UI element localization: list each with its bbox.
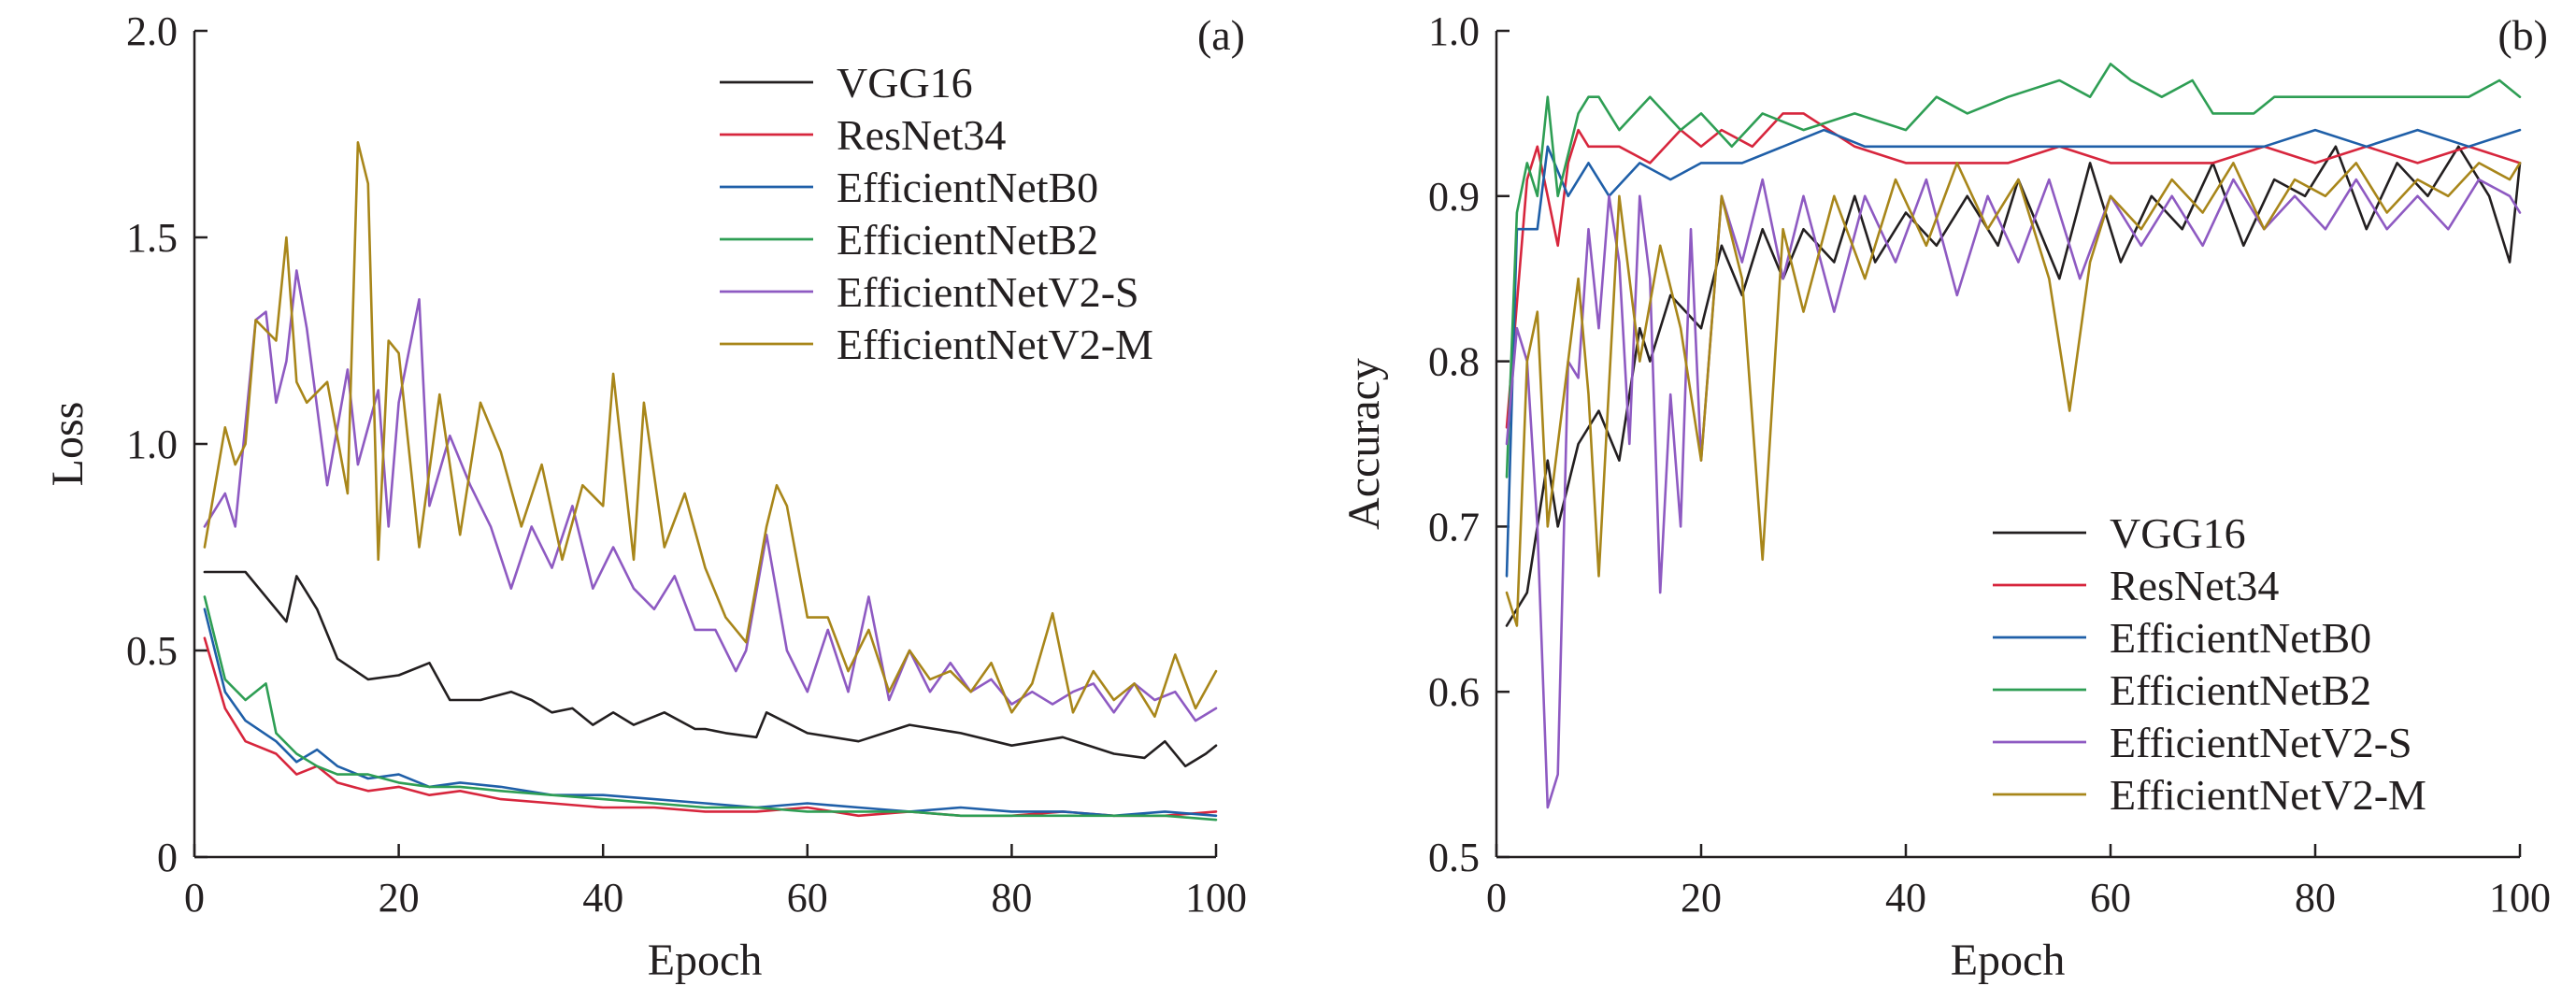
loss-x-tick-label: 20 — [379, 875, 420, 921]
accuracy-y-tick-label: 0.5 — [1428, 835, 1480, 880]
loss-y-tick-label: 1.0 — [126, 422, 178, 467]
loss-x-tick-label: 100 — [1185, 875, 1247, 921]
accuracy-x-tick-label: 100 — [2489, 875, 2551, 921]
accuracy-series-efficientnetv2-s — [1505, 178, 2522, 809]
accuracy-x-ticks: 0 20 40 60 80 100 — [1486, 844, 2551, 921]
loss-legend-label-efficientnetv2-m: EfficientNetV2-M — [837, 321, 1153, 368]
accuracy-y-tick-label: 0.6 — [1428, 669, 1480, 715]
accuracy-legend-label-efficientnetb2: EfficientNetB2 — [2110, 666, 2371, 714]
accuracy-x-tick-label: 60 — [2090, 875, 2131, 921]
accuracy-x-tick-label: 40 — [1885, 875, 1926, 921]
accuracy-series-resnet34 — [1505, 112, 2522, 429]
accuracy-x-tick-label: 20 — [1681, 875, 1722, 921]
loss-y-axis-title: Loss — [43, 402, 93, 487]
loss-y-tick-label: 0.5 — [126, 628, 178, 674]
accuracy-panel-label: (b) — [2497, 11, 2548, 59]
loss-x-axis-title: Epoch — [648, 936, 763, 985]
accuracy-series-efficientnetb0 — [1505, 128, 2522, 578]
loss-legend-label-resnet34: ResNet34 — [837, 111, 1006, 159]
loss-series-efficientnetv2-m — [203, 141, 1218, 719]
loss-panel-label: (a) — [1197, 11, 1245, 59]
accuracy-y-ticks: 0.5 0.6 0.7 0.8 0.9 1.0 — [1428, 8, 1510, 880]
accuracy-legend-label-efficientnetb0: EfficientNetB0 — [2110, 614, 2371, 662]
loss-x-ticks: 0 20 40 60 80 100 — [184, 844, 1247, 921]
accuracy-legend: VGG16 ResNet34 EfficientNetB0EfficientNetB… — [1993, 509, 2426, 819]
loss-legend-label-efficientnetv2-s: EfficientNetV2-S — [837, 268, 1139, 316]
accuracy-y-tick-label: 0.8 — [1428, 339, 1480, 385]
accuracy-legend-label-efficientnetv2-m: EfficientNetV2-M — [2110, 771, 2426, 819]
loss-series-lines — [203, 141, 1218, 822]
accuracy-series-efficientnetb2 — [1505, 63, 2522, 479]
loss-legend-label-efficientnetb2: EfficientNetB2 — [837, 216, 1098, 264]
loss-x-tick-label: 80 — [991, 875, 1032, 921]
loss-series-efficientnetb2 — [203, 595, 1218, 822]
accuracy-y-tick-label: 0.9 — [1428, 174, 1480, 220]
loss-y-tick-label: 2.0 — [126, 8, 178, 54]
loss-series-vgg16 — [203, 570, 1218, 768]
accuracy-legend-label-vgg16: VGG16 — [2110, 509, 2246, 557]
loss-x-tick-label: 0 — [184, 875, 205, 921]
loss-series-efficientnetb0 — [203, 607, 1218, 818]
accuracy-y-tick-label: 1.0 — [1428, 8, 1480, 54]
accuracy-y-axis-title: Accuracy — [1339, 358, 1389, 530]
accuracy-x-axis-title: Epoch — [1951, 936, 2066, 985]
accuracy-legend-label-efficientnetv2-s: EfficientNetV2-S — [2110, 719, 2412, 766]
accuracy-y-tick-label: 0.7 — [1428, 504, 1480, 550]
accuracy-series-efficientnetv2-m — [1505, 162, 2522, 627]
loss-legend-label-efficientnetb0: EfficientNetB0 — [837, 164, 1098, 211]
loss-legend-label-vgg16: VGG16 — [837, 59, 973, 107]
loss-y-tick-label: 0 — [157, 835, 178, 880]
accuracy-x-tick-label: 0 — [1486, 875, 1507, 921]
loss-chart: 0 0.5 1.0 1.5 2.0 0 20 40 60 80 100 VGG16ResNet34… — [43, 8, 1247, 985]
loss-y-tick-label: 1.5 — [126, 215, 178, 261]
loss-y-ticks: 0 0.5 1.0 1.5 2.0 — [126, 8, 208, 880]
loss-series-efficientnetv2-s — [203, 269, 1218, 722]
accuracy-series-lines — [1505, 63, 2522, 809]
loss-x-tick-label: 60 — [787, 875, 828, 921]
accuracy-chart: 0.5 0.6 0.7 0.8 0.9 1.0 0 20 40 60 80 100 VGG16 Res… — [1339, 8, 2551, 985]
loss-x-tick-label: 40 — [582, 875, 623, 921]
accuracy-x-tick-label: 80 — [2295, 875, 2336, 921]
loss-plot-area — [194, 31, 1216, 857]
accuracy-legend-label-resnet34: ResNet34 — [2110, 562, 2279, 609]
